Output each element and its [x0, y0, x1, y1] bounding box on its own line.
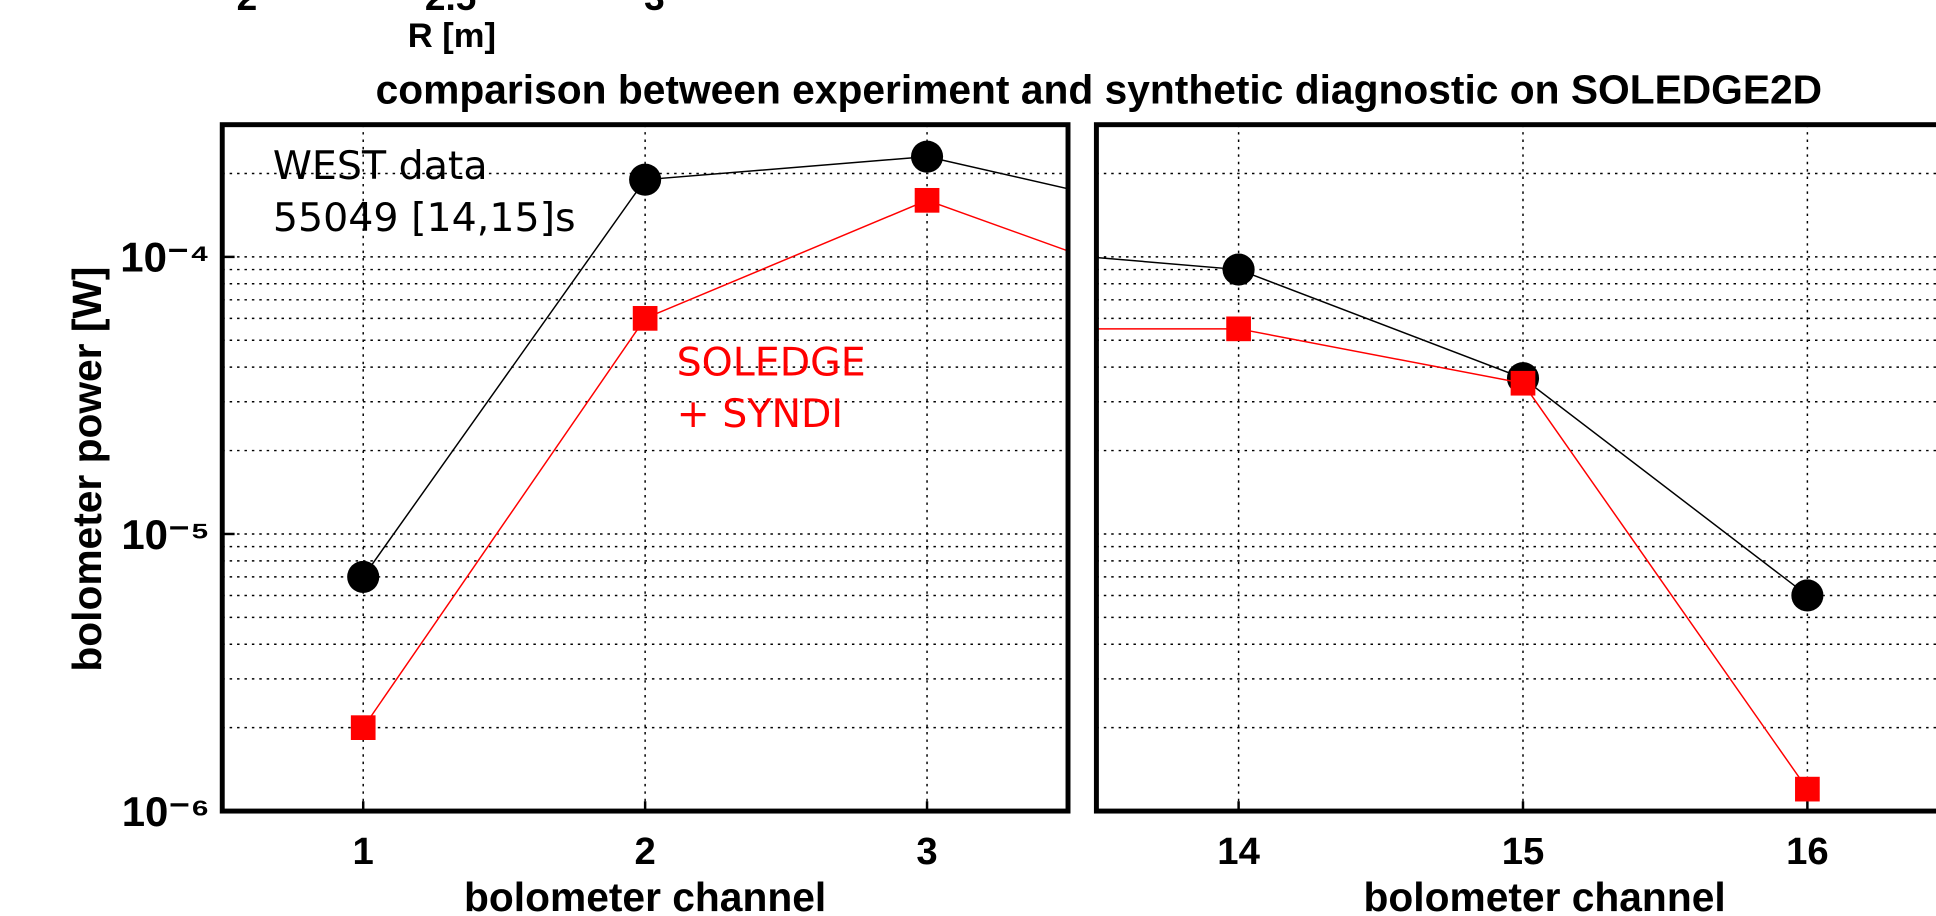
panel-frame	[1093, 122, 1936, 814]
point	[1222, 253, 1255, 286]
y-tick-label: 10⁻⁴	[120, 234, 210, 281]
point	[1795, 776, 1820, 802]
annotation: 55049 [14,15]s	[273, 195, 576, 241]
x-tick-label: 16	[1786, 830, 1829, 873]
fragment-xlabel: R [m]	[408, 17, 496, 55]
x-axis-label: bolometer channel	[1364, 874, 1726, 916]
point	[914, 187, 940, 213]
point	[629, 163, 662, 196]
x-tick-label: 1	[353, 830, 374, 873]
chart-title: comparison between experiment and synthe…	[376, 67, 1822, 113]
point	[1510, 370, 1536, 396]
annotation: + SYNDI	[677, 391, 843, 437]
series-line	[362, 199, 1069, 729]
point	[1226, 316, 1251, 342]
fragment-tick: 3	[644, 0, 665, 18]
point	[347, 560, 380, 593]
point	[350, 715, 376, 741]
panel-frame	[219, 122, 1071, 814]
x-tick-label: 15	[1502, 830, 1545, 873]
series-line	[1096, 256, 1808, 597]
y-tick-label: 10⁻⁶	[122, 788, 210, 835]
x-tick-label: 14	[1217, 830, 1260, 873]
fragment-tick: 2.5	[425, 0, 476, 18]
x-axis-label: bolometer channel	[464, 874, 826, 916]
annotation: SOLEDGE	[677, 339, 866, 385]
x-tick-label: 2	[634, 830, 655, 873]
series-line	[362, 155, 1069, 578]
fragment-tick: 2	[237, 0, 258, 18]
y-tick-label: 10⁻⁵	[121, 511, 210, 558]
point	[1791, 579, 1824, 612]
plot-area	[942, 124, 1936, 812]
series-line	[1096, 328, 1808, 790]
plot-area	[222, 124, 1225, 812]
annotation: WEST data	[273, 143, 488, 189]
x-tick-label: 3	[916, 830, 937, 873]
point	[942, 316, 967, 341]
point	[1197, 289, 1222, 314]
y-axis-label: bolometer power [W]	[64, 267, 110, 672]
point	[1193, 205, 1225, 237]
point	[632, 306, 658, 331]
point	[910, 140, 944, 173]
